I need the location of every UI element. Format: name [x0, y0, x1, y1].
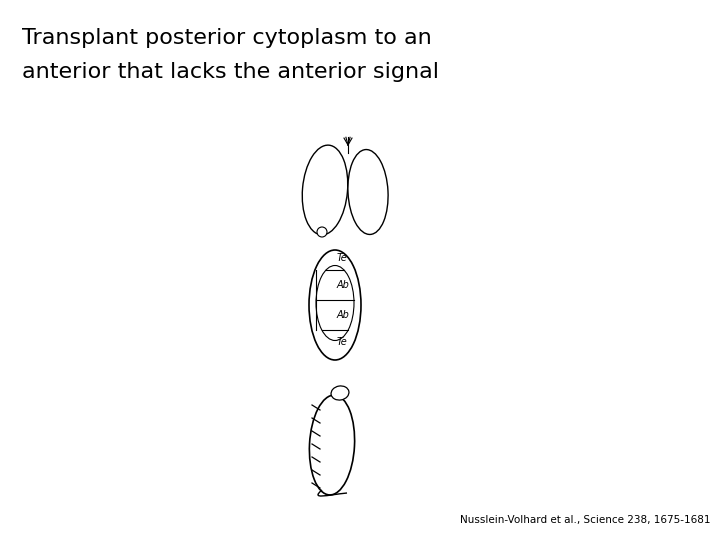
Ellipse shape: [348, 150, 388, 234]
Text: anterior that lacks the anterior signal: anterior that lacks the anterior signal: [22, 62, 439, 82]
Text: Te: Te: [337, 253, 348, 263]
Text: Ab: Ab: [337, 310, 350, 320]
Ellipse shape: [331, 386, 349, 400]
Ellipse shape: [309, 250, 361, 360]
Text: Transplant posterior cytoplasm to an: Transplant posterior cytoplasm to an: [22, 28, 432, 48]
Text: Te: Te: [337, 337, 348, 347]
Text: Ab: Ab: [337, 280, 350, 290]
Circle shape: [317, 227, 327, 237]
Ellipse shape: [310, 395, 355, 495]
Text: Nusslein-Volhard et al., Science 238, 1675-1681: Nusslein-Volhard et al., Science 238, 16…: [459, 515, 710, 525]
Ellipse shape: [302, 145, 348, 235]
